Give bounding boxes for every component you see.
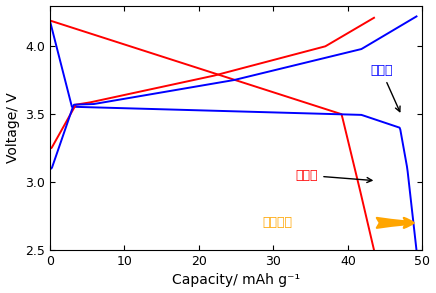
Text: 복원후: 복원후 — [370, 64, 400, 112]
Y-axis label: Voltage/ V: Voltage/ V — [6, 92, 20, 163]
X-axis label: Capacity/ mAh g⁻¹: Capacity/ mAh g⁻¹ — [172, 273, 300, 287]
Text: 복원전: 복원전 — [296, 169, 372, 183]
Text: 용량개선: 용량개선 — [262, 216, 292, 229]
